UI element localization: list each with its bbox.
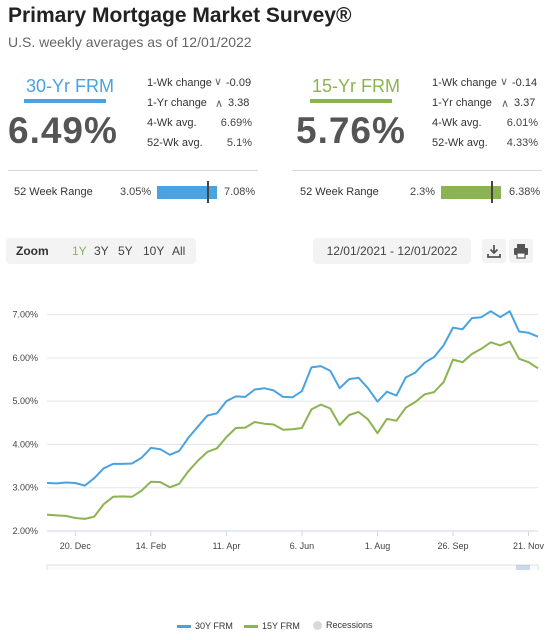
zoom-all-button[interactable]: All xyxy=(172,244,186,258)
legend-15y-label: 15Y FRM xyxy=(262,621,300,631)
frm30-divider xyxy=(8,170,258,171)
frm15-avg4-value: 6.01% xyxy=(506,117,538,129)
legend-15y-swatch xyxy=(244,624,258,628)
frm15-wk-change-value: -0.14 xyxy=(512,77,538,89)
navigator-panel xyxy=(46,564,539,570)
frm15-wk-change-label: 1-Wk change xyxy=(432,77,497,89)
chevron-up-icon: ∧ xyxy=(215,98,224,110)
legend-30y-swatch xyxy=(177,624,191,628)
zoom-label: Zoom xyxy=(16,244,49,258)
frm15-divider xyxy=(292,170,542,171)
date-range-input[interactable]: 12/01/2021 - 12/01/2022 xyxy=(313,238,471,264)
x-tick-label: 20. Dec xyxy=(60,541,92,551)
x-tick-label: 21. Nov xyxy=(513,541,545,551)
page-subtitle: U.S. weekly averages as of 12/01/2022 xyxy=(8,34,252,50)
frm30-underline xyxy=(24,99,106,103)
frm30-avg52-value: 5.1% xyxy=(226,137,252,149)
frm30-range-marker xyxy=(207,181,209,203)
x-tick-label: 11. Apr xyxy=(212,541,240,551)
frm30-yr-change-label: 1-Yr change xyxy=(147,97,207,109)
y-tick-label: 5.00% xyxy=(12,396,38,406)
frm15-range-marker xyxy=(491,181,493,203)
zoom-1y-button[interactable]: 1Y xyxy=(72,244,87,258)
legend-15y[interactable]: 15Y FRM xyxy=(244,621,300,631)
frm30-wk-change-value: -0.09 xyxy=(226,77,252,89)
frm30-range-label: 52 Week Range xyxy=(14,186,93,198)
legend-recessions-dot xyxy=(313,620,322,630)
frm30-rate: 6.49% xyxy=(8,110,118,151)
frm30-range-low: 3.05% xyxy=(120,186,152,198)
chevron-down-icon: ∨ xyxy=(500,76,509,88)
x-tick-label: 6. Jun xyxy=(290,541,315,551)
navigator-selection xyxy=(516,565,530,570)
frm30-avg4-label: 4-Wk avg. xyxy=(147,117,197,129)
printer-icon xyxy=(514,244,528,259)
frm15-range-high: 6.38% xyxy=(509,186,541,198)
chevron-down-icon: ∨ xyxy=(214,76,223,88)
zoom-10y-button[interactable]: 10Y xyxy=(143,244,165,258)
frm30-series-line xyxy=(46,310,539,487)
x-tick-label: 26. Sep xyxy=(438,541,469,551)
frm30-wk-change-label: 1-Wk change xyxy=(147,77,212,89)
frm15-underline xyxy=(310,99,392,103)
frm30-range-high: 7.08% xyxy=(224,186,256,198)
chevron-up-icon: ∧ xyxy=(501,98,510,110)
frm15-series-line xyxy=(46,340,539,520)
download-button[interactable] xyxy=(482,239,506,263)
frm15-range-bar xyxy=(441,186,501,199)
print-button[interactable] xyxy=(509,239,533,263)
legend-30y-label: 30Y FRM xyxy=(195,621,233,631)
frm30-avg52-label: 52-Wk avg. xyxy=(147,137,203,149)
frm15-avg52-value: 4.33% xyxy=(506,137,538,149)
frm15-range-low: 2.3% xyxy=(410,186,436,198)
frm15-yr-change-value: 3.37 xyxy=(514,97,536,109)
legend-recessions-label: Recessions xyxy=(326,620,373,630)
zoom-control xyxy=(6,238,196,264)
y-tick-label: 3.00% xyxy=(12,483,38,493)
frm15-label: 15-Yr FRM xyxy=(312,76,401,96)
y-tick-label: 6.00% xyxy=(12,353,38,363)
legend-recessions[interactable]: Recessions xyxy=(313,620,373,630)
frm15-avg4-label: 4-Wk avg. xyxy=(432,117,482,129)
x-tick-label: 14. Feb xyxy=(136,541,167,551)
frm30-range-bar xyxy=(157,186,217,199)
zoom-3y-button[interactable]: 3Y xyxy=(94,244,109,258)
frm15-avg52-label: 52-Wk avg. xyxy=(432,137,488,149)
frm15-range-label: 52 Week Range xyxy=(300,186,379,198)
frm15-yr-change-label: 1-Yr change xyxy=(432,97,492,109)
x-tick-label: 1. Aug xyxy=(365,541,391,551)
page-title: Primary Mortgage Market Survey® xyxy=(8,4,352,27)
legend-30y[interactable]: 30Y FRM xyxy=(177,621,233,631)
y-tick-label: 2.00% xyxy=(12,526,38,536)
frm30-label: 30-Yr FRM xyxy=(26,76,115,96)
y-tick-label: 7.00% xyxy=(12,310,38,320)
frm30-yr-change-value: 3.38 xyxy=(228,97,250,109)
y-tick-label: 4.00% xyxy=(12,439,38,449)
download-icon xyxy=(487,245,501,258)
rate-line-chart[interactable]: 2.00% 3.00% 4.00% 5.00% 6.00% 7.00% 20. Dec 14.… xyxy=(0,285,557,570)
frm15-rate: 5.76% xyxy=(296,110,406,151)
frm30-avg4-value: 6.69% xyxy=(220,117,252,129)
zoom-5y-button[interactable]: 5Y xyxy=(118,244,133,258)
